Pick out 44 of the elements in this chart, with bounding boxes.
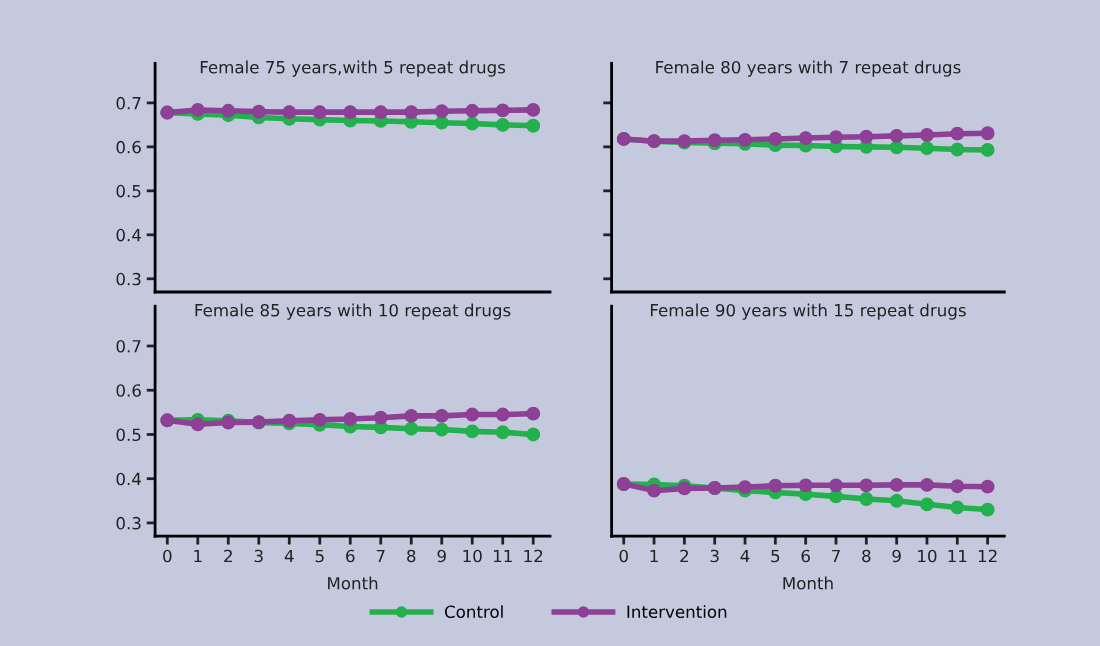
x-tick-label: 7 — [376, 549, 385, 563]
chart-title: Female 85 years with 10 repeat drugs — [195, 303, 511, 320]
x-tick-label: 6 — [346, 549, 355, 563]
x-tick-label: 0 — [619, 549, 628, 563]
x-tick-label: 9 — [437, 549, 446, 563]
x-tick-label: 5 — [771, 549, 780, 563]
x-tick-label: 9 — [892, 549, 901, 563]
x-tick-label: 1 — [194, 549, 202, 563]
x-tick-label: 8 — [862, 549, 871, 563]
x-tick-label: 12 — [524, 549, 543, 563]
x-tick-label: 10 — [918, 549, 937, 563]
x-tick-label: 0 — [163, 549, 172, 563]
x-tick-label: 1 — [650, 549, 658, 563]
x-tick-label: 12 — [978, 549, 997, 563]
chart-title: Female 80 years with 7 repeat drugs — [656, 60, 961, 77]
x-tick-label: 5 — [315, 549, 324, 563]
y-tick-label: 0.5 — [116, 184, 141, 198]
x-tick-label: 3 — [254, 549, 263, 563]
chart-title: Female 75 years,with 5 repeat drugs — [200, 60, 506, 77]
x-tick-label: 3 — [710, 549, 719, 563]
x-axis-title: Month — [783, 576, 833, 590]
x-tick-label: 2 — [680, 549, 689, 563]
legend-label: Intervention — [627, 605, 727, 619]
legend-label: Control — [444, 605, 503, 619]
x-tick-label: 8 — [407, 549, 416, 563]
y-tick-label: 0.4 — [116, 228, 141, 242]
x-axis-title: Month — [328, 576, 378, 590]
y-tick-label: 0.5 — [116, 428, 141, 442]
x-tick-label: 10 — [463, 549, 482, 563]
y-tick-label: 0.4 — [116, 472, 141, 486]
x-tick-label: 6 — [801, 549, 810, 563]
x-tick-label: 4 — [740, 549, 750, 563]
chart-title: Female 90 years with 15 repeat drugs — [650, 303, 966, 320]
x-tick-label: 11 — [493, 549, 512, 563]
x-tick-label: 7 — [832, 549, 840, 563]
x-tick-label: 4 — [284, 549, 294, 563]
y-tick-label: 0.6 — [116, 384, 141, 397]
x-tick-label: 2 — [224, 549, 232, 563]
y-tick-label: 0.3 — [116, 272, 141, 286]
y-tick-label: 0.7 — [116, 96, 141, 110]
y-tick-label: 0.6 — [116, 140, 141, 154]
y-tick-label: 0.7 — [116, 339, 141, 353]
x-tick-label: 11 — [948, 549, 967, 563]
y-tick-label: 0.3 — [116, 516, 141, 530]
